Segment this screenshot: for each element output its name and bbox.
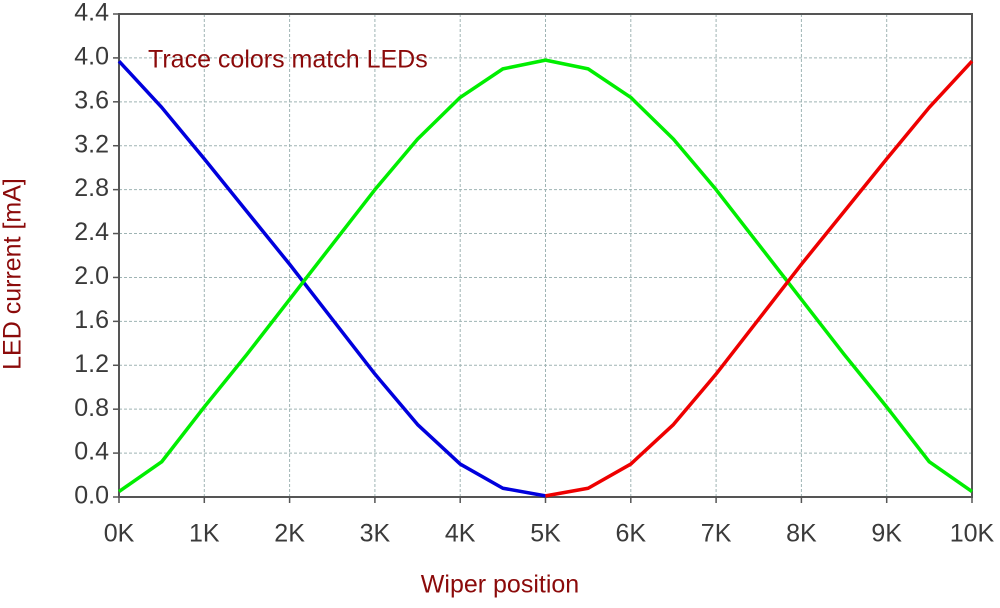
data-line bbox=[118, 58, 973, 493]
data-line bbox=[545, 60, 974, 498]
x-tick-label: 10K bbox=[950, 520, 995, 548]
y-tick-label: 0.8 bbox=[74, 394, 109, 422]
x-tick-label: 3K bbox=[360, 520, 391, 548]
x-tick-label: 0K bbox=[104, 520, 135, 548]
y-tick-label: 2.0 bbox=[74, 262, 109, 290]
x-tick-label: 4K bbox=[445, 520, 476, 548]
x-axis-label: Wiper position bbox=[421, 571, 579, 599]
y-tick-label: 0.4 bbox=[74, 438, 109, 466]
x-tick-label: 9K bbox=[871, 520, 902, 548]
x-tick-label: 1K bbox=[189, 520, 220, 548]
x-tick-label: 6K bbox=[616, 520, 647, 548]
y-tick-label: 0.0 bbox=[74, 482, 109, 510]
y-tick-label: 4.0 bbox=[74, 43, 109, 71]
y-tick-label: 4.4 bbox=[74, 0, 109, 27]
y-tick-label: 2.4 bbox=[74, 218, 109, 246]
y-axis-label: LED current [mA] bbox=[0, 178, 27, 370]
y-tick-label: 1.2 bbox=[74, 350, 109, 378]
x-tick-label: 5K bbox=[530, 520, 561, 548]
plot-frame bbox=[118, 13, 973, 498]
y-tick-label: 1.6 bbox=[74, 306, 109, 334]
data-line bbox=[117, 60, 546, 498]
x-tick-label: 7K bbox=[701, 520, 732, 548]
x-tick-label: 2K bbox=[274, 520, 305, 548]
x-tick-label: 8K bbox=[786, 520, 817, 548]
annotation: Trace colors match LEDs bbox=[148, 46, 428, 74]
y-tick-label: 3.2 bbox=[74, 130, 109, 158]
y-tick-label: 3.6 bbox=[74, 86, 109, 114]
y-tick-label: 2.8 bbox=[74, 174, 109, 202]
